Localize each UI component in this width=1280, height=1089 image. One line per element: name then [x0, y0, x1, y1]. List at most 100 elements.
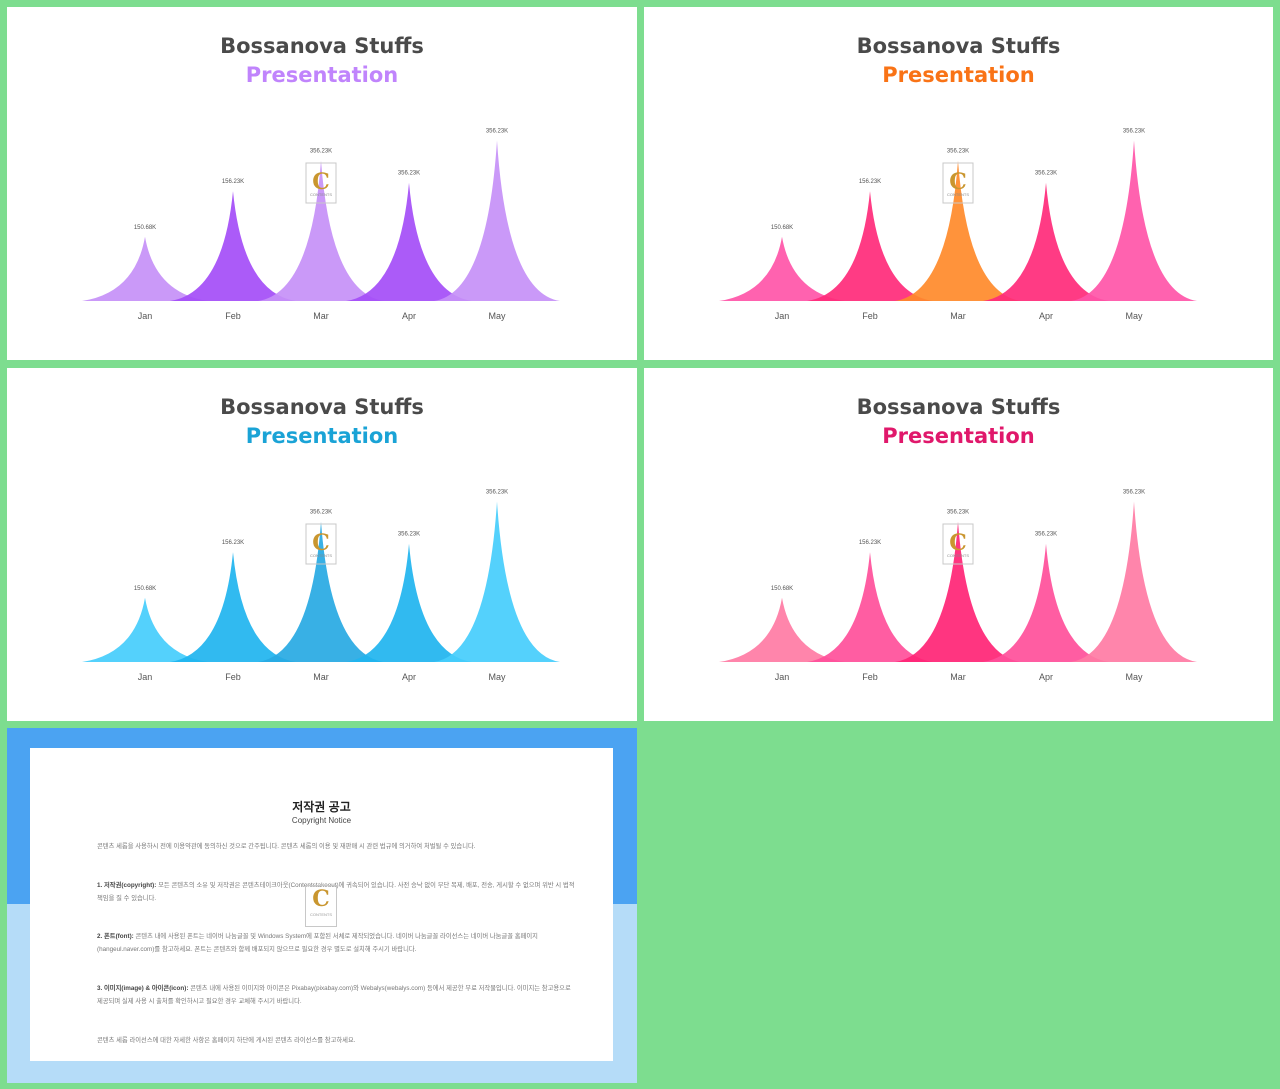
data-label: 156.23K — [222, 179, 244, 185]
watermark-letter: C — [949, 169, 967, 195]
x-tick-label: May — [488, 311, 506, 321]
peak-apr — [346, 182, 472, 301]
peak-jan — [82, 597, 208, 662]
slide-subtitle: Presentation — [245, 63, 399, 87]
x-tick-label: Feb — [862, 311, 878, 321]
peak-may — [1071, 140, 1197, 301]
peak-feb — [807, 191, 933, 301]
watermark-text: CONTENTS — [947, 192, 969, 197]
slide-pink[interactable]: 150.68K Jan 156.23K Feb 356.23K Mar 356.23K Apr… — [644, 368, 1273, 721]
peak-feb — [170, 191, 296, 301]
data-label: 156.23K — [859, 540, 881, 546]
data-label: 150.68K — [771, 586, 793, 592]
copyright-title: 저작권 공고 — [292, 800, 351, 814]
data-label: 356.23K — [486, 489, 508, 495]
x-tick-label: May — [1125, 311, 1143, 321]
peak-jan — [719, 236, 845, 301]
x-tick-label: Apr — [402, 311, 416, 321]
copyright-intro: 콘텐츠 세롭을 사용하시 전에 이용약관에 동의하신 것으로 간주됩니다. 콘텐… — [97, 843, 476, 850]
slide-blue[interactable]: 150.68K Jan 156.23K Feb 356.23K Mar 356.23K Apr… — [7, 368, 637, 721]
copyright-section-3: 3. 이미지(image) & 아이콘(icon): 콘텐츠 내에 사용된 이미… — [97, 983, 577, 1008]
data-label: 356.23K — [947, 149, 969, 155]
peak-mar — [258, 521, 384, 662]
peak-jan — [82, 236, 208, 301]
slide-subtitle: Presentation — [882, 63, 1035, 87]
x-tick-label: Feb — [225, 672, 241, 682]
x-tick-label: Mar — [950, 672, 966, 682]
peak-feb — [170, 552, 296, 662]
data-label: 156.23K — [859, 179, 881, 185]
watermark-letter: C — [312, 530, 330, 556]
peak-jan — [719, 597, 845, 662]
x-tick-label: Jan — [775, 672, 790, 682]
slide-copyright[interactable]: 저작권 공고 Copyright Notice 콘텐츠 세롭을 사용하시 전에 … — [7, 728, 637, 1083]
peak-mar — [895, 160, 1021, 301]
peak-chart: 150.68K Jan 156.23K Feb 356.23K Mar 356.23K Apr… — [719, 128, 1197, 321]
peak-may — [434, 140, 560, 301]
copyright-subtitle: Copyright Notice — [291, 816, 352, 825]
data-label: 356.23K — [1035, 532, 1057, 538]
watermark-text: CONTENTS — [310, 553, 332, 558]
data-label: 356.23K — [310, 510, 332, 516]
section-body: 콘텐츠 내에 사용된 이미지와 아이콘은 Pixabay(pixabay.com… — [97, 985, 571, 1005]
peak-may — [434, 501, 560, 662]
data-label: 356.23K — [1035, 171, 1057, 177]
peak-chart: 150.68K Jan 156.23K Feb 356.23K Mar 356.23K Apr… — [82, 489, 560, 682]
data-label: 356.23K — [398, 171, 420, 177]
watermark-letter: C — [312, 886, 330, 912]
peak-may — [1071, 501, 1197, 662]
peak-mar — [895, 521, 1021, 662]
watermark-logo: C CONTENTS — [305, 885, 337, 927]
data-label: 356.23K — [1123, 128, 1145, 134]
slide-subtitle: Presentation — [245, 424, 399, 448]
x-tick-label: Jan — [775, 311, 790, 321]
watermark-letter: C — [312, 169, 330, 195]
watermark-letter: C — [949, 530, 967, 556]
peak-chart: 150.68K Jan 156.23K Feb 356.23K Mar 356.23K Apr… — [82, 128, 560, 321]
section-heading: 2. 폰트(font): — [97, 933, 134, 940]
copyright-section-1: 1. 저작권(copyright): 모든 콘텐츠의 소유 및 저작권은 콘텐츠… — [97, 880, 577, 905]
data-label: 356.23K — [398, 532, 420, 538]
peak-apr — [346, 543, 472, 662]
peak-apr — [983, 182, 1109, 301]
data-label: 150.68K — [134, 225, 156, 231]
peak-chart: 150.68K Jan 156.23K Feb 356.23K Mar 356.23K Apr… — [719, 489, 1197, 682]
watermark-text: CONTENTS — [310, 912, 332, 917]
x-tick-label: Apr — [402, 672, 416, 682]
slide-title: Bossanova Stuffs — [220, 34, 424, 58]
x-tick-label: Mar — [313, 311, 329, 321]
data-label: 150.68K — [134, 586, 156, 592]
slide-title: Bossanova Stuffs — [220, 395, 424, 419]
watermark-text: CONTENTS — [947, 553, 969, 558]
copyright-card: 저작권 공고 Copyright Notice 콘텐츠 세롭을 사용하시 전에 … — [30, 748, 613, 1061]
x-tick-label: Jan — [138, 672, 153, 682]
peak-feb — [807, 552, 933, 662]
data-label: 156.23K — [222, 540, 244, 546]
x-tick-label: Mar — [313, 672, 329, 682]
data-label: 356.23K — [486, 128, 508, 134]
slide-purple[interactable]: 150.68K Jan 156.23K Feb 356.23K Mar 356.23K Apr… — [7, 7, 637, 360]
x-tick-label: Jan — [138, 311, 153, 321]
x-tick-label: Apr — [1039, 311, 1053, 321]
data-label: 150.68K — [771, 225, 793, 231]
watermark-text: CONTENTS — [310, 192, 332, 197]
section-heading: 1. 저작권(copyright): — [97, 882, 157, 889]
copyright-footer: 콘텐츠 세롭 라이선스에 대한 자세한 사항은 홈페이지 하단에 게시된 콘텐츠… — [97, 1037, 356, 1044]
x-tick-label: May — [1125, 672, 1143, 682]
slide-orange[interactable]: 150.68K Jan 156.23K Feb 356.23K Mar 356.23K Apr… — [644, 7, 1273, 360]
section-body: 모든 콘텐츠의 소유 및 저작권은 콘텐츠테이크아웃(Contentstakeo… — [97, 882, 575, 902]
section-heading: 3. 이미지(image) & 아이콘(icon): — [97, 985, 189, 992]
data-label: 356.23K — [1123, 489, 1145, 495]
x-tick-label: Feb — [862, 672, 878, 682]
peak-mar — [258, 160, 384, 301]
x-tick-label: Feb — [225, 311, 241, 321]
slide-title: Bossanova Stuffs — [856, 34, 1061, 58]
slide-title: Bossanova Stuffs — [856, 395, 1061, 419]
data-label: 356.23K — [310, 149, 332, 155]
section-body: 콘텐츠 내에 사용된 폰트는 네이버 나눔글꼴 및 Windows System… — [97, 933, 538, 953]
data-label: 356.23K — [947, 510, 969, 516]
